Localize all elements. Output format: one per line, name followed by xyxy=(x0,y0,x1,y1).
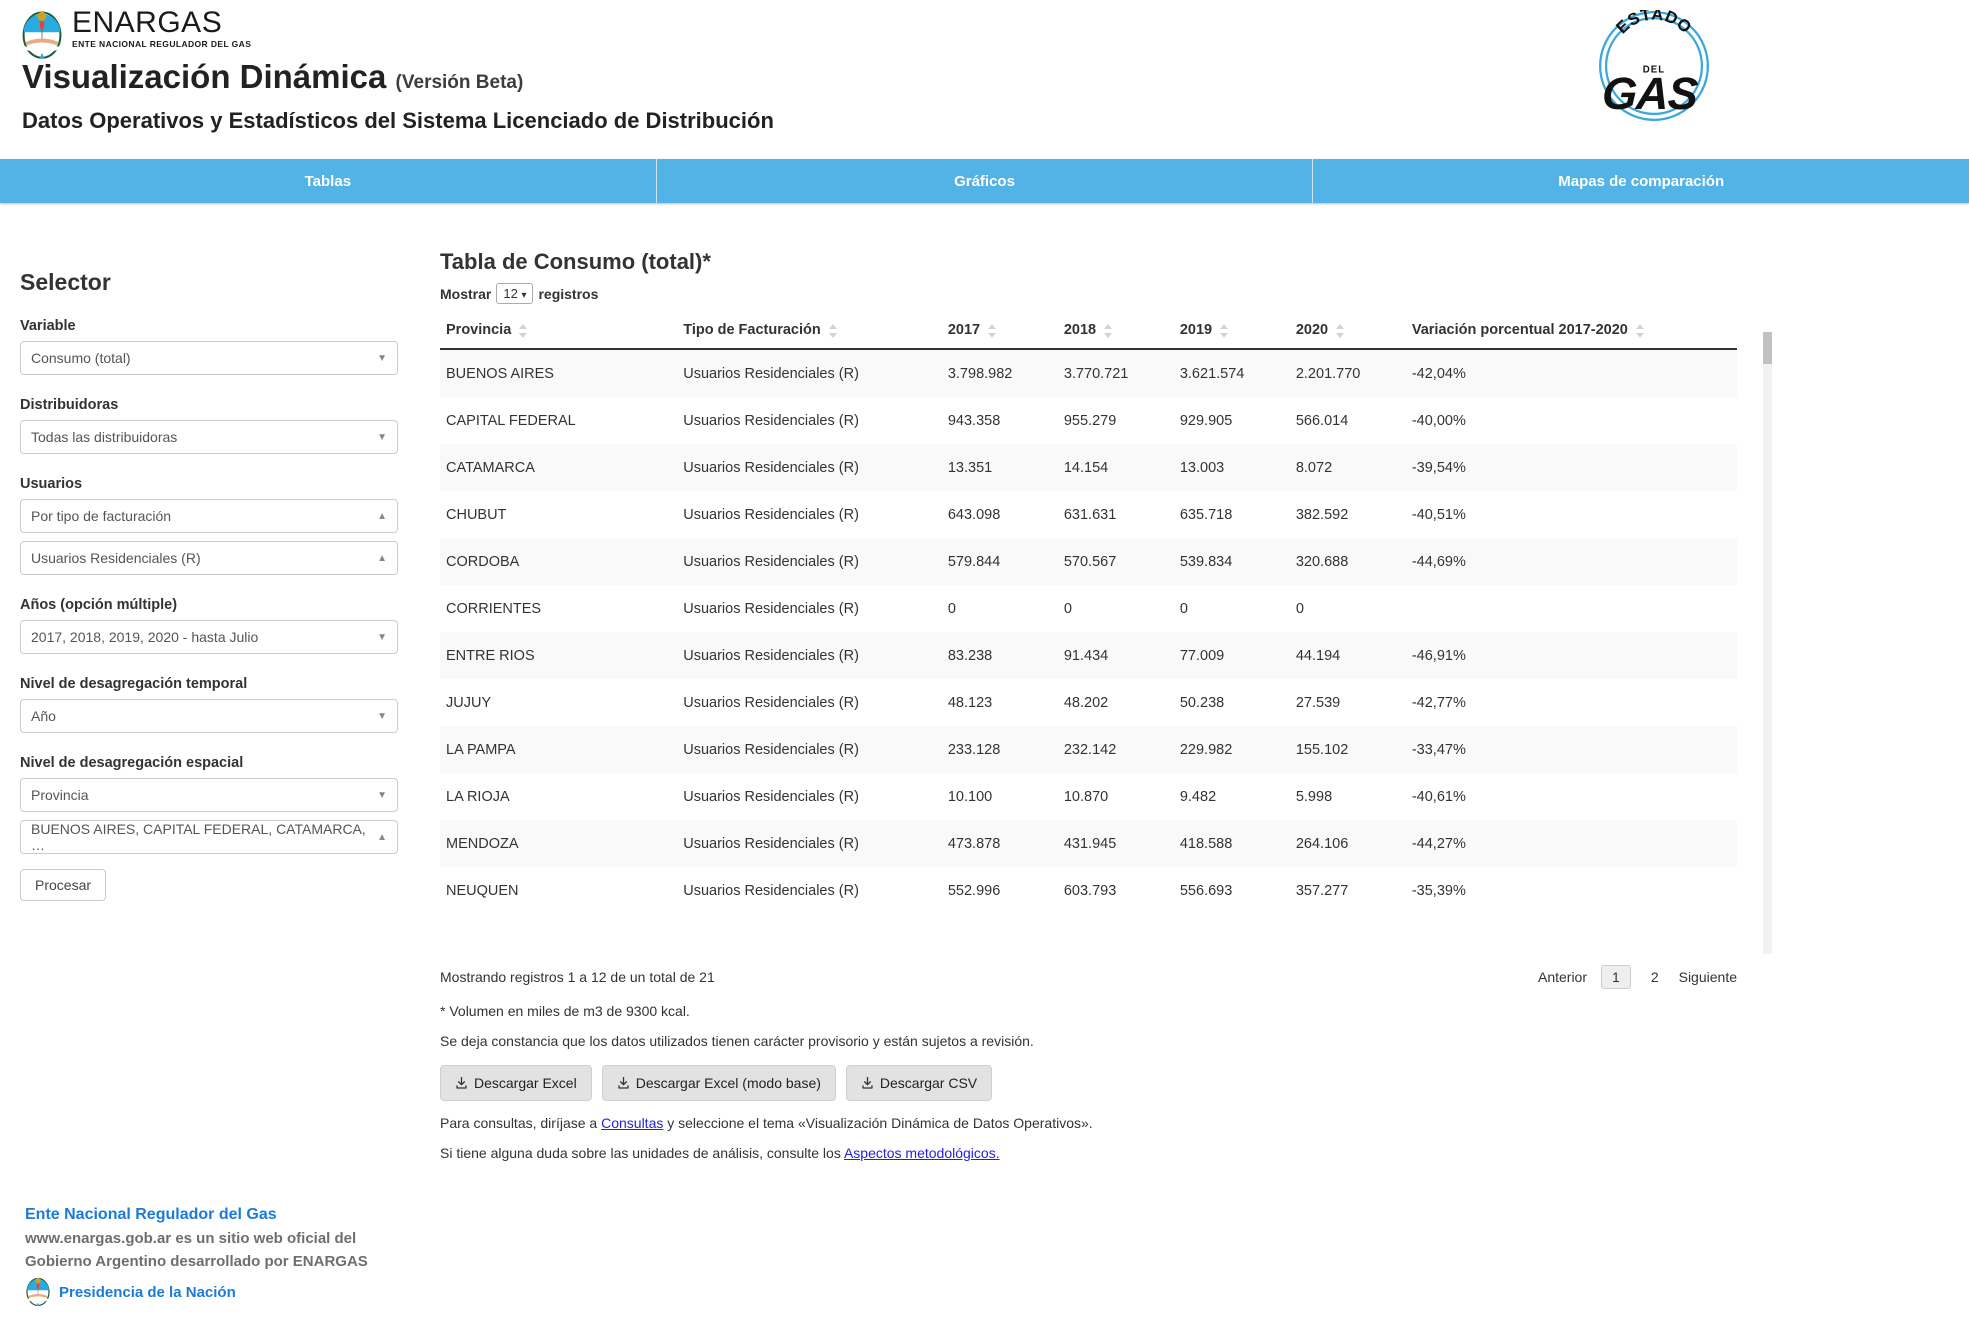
svg-text:ESTADO: ESTADO xyxy=(1612,10,1695,37)
svg-text:GAS: GAS xyxy=(1601,68,1699,119)
